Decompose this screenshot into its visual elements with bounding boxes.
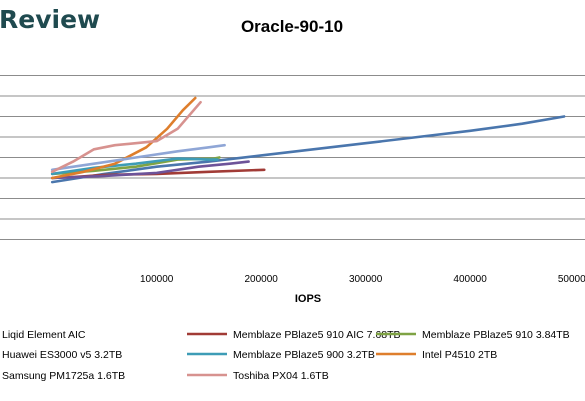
legend-label-6: Samsung PM1725a 1.6TB <box>2 370 125 382</box>
x-tick-label: 300000 <box>349 274 383 285</box>
legend-label-7: Toshiba PX04 1.6TB <box>233 370 329 382</box>
series-line-6 <box>50 143 226 172</box>
legend: Liqid Element AIC Memblaze PBlaze5 910 AI… <box>2 329 570 382</box>
x-tick-labels: 100000 200000 300000 400000 500000 <box>140 274 585 285</box>
series-layer <box>50 96 566 184</box>
legend-label-1: Memblaze PBlaze5 910 AIC 7.68TB <box>233 329 401 341</box>
gridlines <box>0 75 585 240</box>
series-line-7 <box>50 100 202 174</box>
series-line-5 <box>50 96 197 180</box>
x-tick-label: 400000 <box>453 274 487 285</box>
legend-label-0: Liqid Element AIC <box>2 329 86 341</box>
legend-label-4: Memblaze PBlaze5 900 3.2TB <box>233 349 375 361</box>
series-line-3 <box>50 160 250 180</box>
legend-label-2: Memblaze PBlaze5 910 3.84TB <box>422 329 570 341</box>
legend-label-3: Huawei ES3000 v5 3.2TB <box>2 349 122 361</box>
x-tick-label: 100000 <box>140 274 174 285</box>
series-line-0 <box>50 115 566 184</box>
chart-title: Oracle-90-10 <box>241 17 343 36</box>
brand-logo-text: Review <box>0 5 100 34</box>
legend-label-5: Intel P4510 2TB <box>422 349 497 361</box>
x-axis-title: IOPS <box>295 293 321 305</box>
series-line-4 <box>50 157 219 176</box>
x-tick-label: 200000 <box>244 274 278 285</box>
x-tick-label: 500000 <box>558 274 585 285</box>
